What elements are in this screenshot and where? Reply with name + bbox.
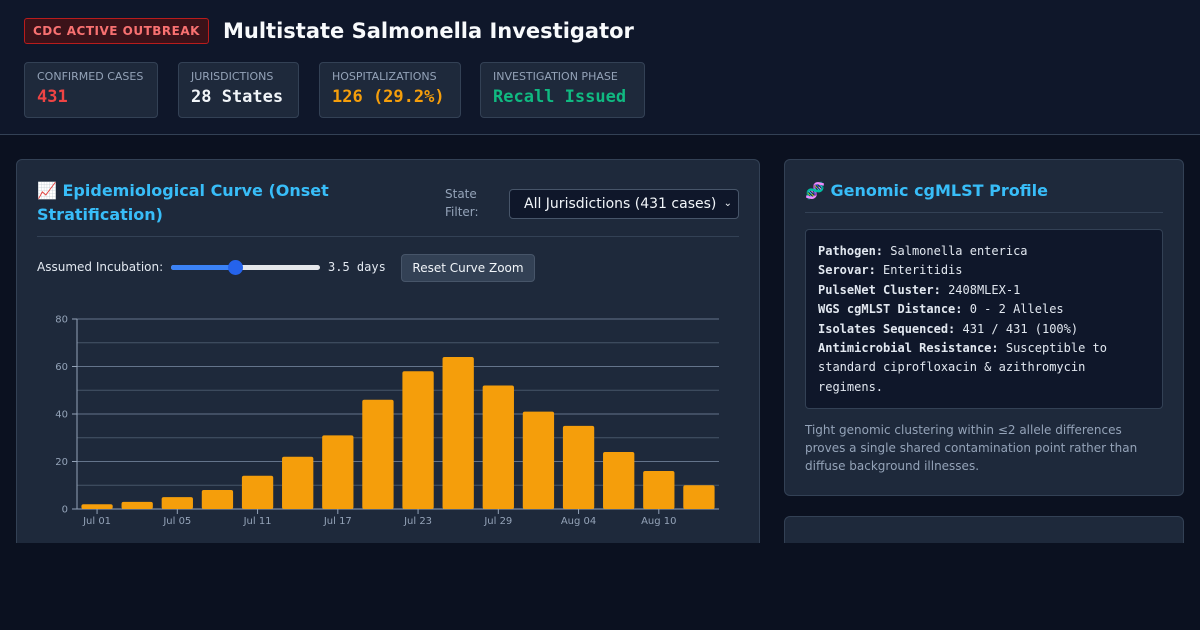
genomic-row: Isolates Sequenced: 431 / 431 (100%) bbox=[818, 320, 1150, 339]
stat-card: INVESTIGATION PHASE Recall Issued bbox=[480, 62, 645, 118]
bar bbox=[241, 475, 274, 509]
genomic-box: Pathogen: Salmonella enterica Serovar: En… bbox=[805, 229, 1163, 409]
badge: CDC ACTIVE OUTBREAK bbox=[24, 18, 209, 44]
stat-label: HOSPITALIZATIONS bbox=[332, 70, 437, 83]
bar bbox=[161, 497, 193, 509]
incubation-value: 3.5 days bbox=[328, 260, 386, 274]
x-tick-label: Jul 01 bbox=[82, 516, 111, 527]
x-tick-label: Jul 23 bbox=[403, 516, 432, 527]
divider bbox=[37, 236, 739, 237]
y-tick-label: 0 bbox=[62, 505, 68, 516]
row-value: 2408MLEX-1 bbox=[948, 282, 1021, 297]
y-tick-label: 80 bbox=[55, 315, 68, 326]
incubation-label: Assumed Incubation: bbox=[37, 260, 164, 274]
stat-label: JURISDICTIONS bbox=[191, 70, 274, 83]
slider-thumb[interactable] bbox=[228, 260, 243, 275]
bar bbox=[482, 385, 514, 509]
row-value: Enteritidis bbox=[883, 263, 963, 278]
slider-fill bbox=[171, 265, 236, 270]
divider bbox=[805, 212, 1163, 213]
x-tick-label: Jul 17 bbox=[323, 516, 352, 527]
bar bbox=[81, 504, 113, 509]
filter-label: State Filter: bbox=[445, 187, 479, 219]
bar bbox=[562, 425, 595, 509]
stat-label: INVESTIGATION PHASE bbox=[493, 70, 618, 83]
reset-button[interactable]: Reset Curve Zoom bbox=[401, 254, 535, 282]
bar bbox=[442, 357, 474, 509]
bar bbox=[522, 411, 555, 509]
stat-value: 431 bbox=[37, 87, 68, 107]
panel-title: 🧬 Genomic cgMLST Profile bbox=[805, 181, 1048, 200]
row-label: WGS cgMLST Distance: bbox=[818, 302, 963, 317]
slider-track[interactable] bbox=[171, 260, 320, 275]
row-value: Susceptible to standard ciprofloxacin & … bbox=[818, 341, 1108, 394]
row-label: Antimicrobial Resistance: bbox=[818, 341, 999, 356]
row-label: Pathogen: bbox=[818, 244, 884, 258]
state-select[interactable]: All Jurisdictions (431 cases) ⌄ bbox=[509, 189, 739, 219]
bar bbox=[683, 485, 715, 509]
select-option: All Jurisdictions (431 cases) bbox=[524, 196, 717, 212]
bar bbox=[603, 452, 635, 509]
y-tick-label: 20 bbox=[55, 457, 68, 468]
x-tick-label: Jul 29 bbox=[483, 516, 512, 527]
row-label: PulseNet Cluster: bbox=[818, 282, 941, 297]
stat-label: CONFIRMED CASES bbox=[37, 70, 144, 83]
bar bbox=[362, 399, 394, 509]
x-tick-label: Aug 04 bbox=[561, 516, 596, 527]
row-value: Salmonella enterica bbox=[890, 244, 1028, 258]
epi-chart: 0 20 40 60 80 Jul 01 Jul 05 Jul 11 Jul 17 Jul 23 J… bbox=[55, 315, 719, 527]
chevron: ⌄ bbox=[723, 198, 732, 209]
panel-title: 📈 Epidemiological Curve (Onset Stratific… bbox=[37, 181, 329, 224]
stat-value: 126 (29.2%) bbox=[332, 87, 445, 107]
stat-value: 28 States bbox=[191, 87, 284, 107]
y-tick-label: 40 bbox=[55, 410, 68, 421]
page-bottom bbox=[0, 543, 1200, 630]
genomic-row: PulseNet Cluster: 2408MLEX-1 bbox=[818, 281, 1150, 300]
y-tick-label: 60 bbox=[55, 362, 68, 373]
genomic-row: WGS cgMLST Distance: 0 - 2 Alleles bbox=[818, 300, 1150, 319]
stat-value: Recall Issued bbox=[493, 87, 627, 107]
row-value: 0 - 2 Alleles bbox=[969, 302, 1064, 317]
genomic-note: Tight genomic clustering within ≤2 allel… bbox=[805, 423, 1138, 473]
genomic-row: Antimicrobial Resistance: Susceptible to… bbox=[818, 339, 1150, 397]
x-tick-label: Jul 05 bbox=[162, 516, 191, 527]
stat-card: JURISDICTIONS 28 States bbox=[178, 62, 299, 118]
bar bbox=[201, 490, 234, 509]
bar bbox=[643, 471, 675, 509]
x-tick-label: Jul 11 bbox=[243, 516, 272, 527]
bar bbox=[402, 371, 434, 509]
bar bbox=[121, 501, 153, 509]
row-label: Isolates Sequenced: bbox=[818, 321, 956, 336]
stat-card: CONFIRMED CASES 431 bbox=[24, 62, 158, 118]
stat-card: HOSPITALIZATIONS 126 (29.2%) bbox=[319, 62, 461, 118]
x-tick-label: Aug 10 bbox=[641, 516, 676, 527]
bar bbox=[282, 456, 314, 509]
app-title: Multistate Salmonella Investigator bbox=[223, 19, 634, 43]
genomic-row: Pathogen: Salmonella enterica bbox=[818, 242, 1150, 261]
row-value: 431 / 431 (100%) bbox=[962, 321, 1079, 336]
row-label: Serovar: bbox=[818, 263, 876, 278]
bar bbox=[322, 435, 354, 509]
genomic-row: Serovar: Enteritidis bbox=[818, 261, 1150, 280]
